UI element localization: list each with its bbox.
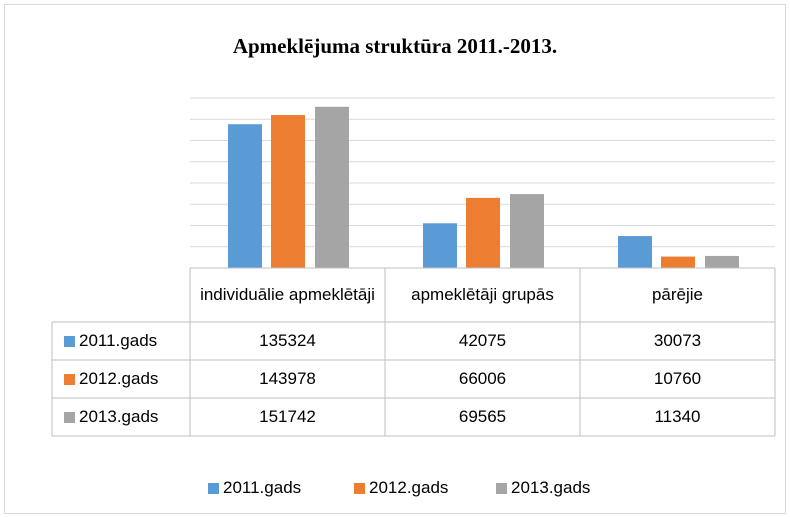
table-value: 151742 (259, 407, 316, 427)
legend-key (64, 335, 75, 347)
legend-label: 2011.gads (223, 478, 302, 497)
category-label: individuālie apmeklētāji (200, 285, 375, 305)
bar (271, 115, 305, 268)
category-label: apmeklētāji grupās (411, 285, 554, 305)
chart-title: Apmeklējuma struktūra 2011.-2013. (232, 34, 558, 58)
bar (466, 197, 500, 268)
series-label: 2011.gads (52, 322, 190, 360)
table-value: 10760 (653, 369, 702, 389)
chart-border (4, 4, 786, 514)
bar (661, 256, 695, 268)
legend-item: 2011.gads (208, 477, 301, 499)
legend-key (354, 482, 365, 494)
legend-key (64, 373, 75, 385)
bar (315, 106, 349, 268)
series-name: 2012.gads (79, 369, 159, 389)
legend-item: 2012.gads (354, 477, 448, 499)
table-value: 135324 (259, 331, 316, 351)
legend-key (496, 482, 507, 494)
bar (423, 223, 457, 268)
series-name: 2011.gads (79, 331, 158, 351)
series-label: 2013.gads (52, 398, 190, 436)
legend-label: 2012.gads (369, 478, 449, 497)
bar (618, 236, 652, 268)
table-value: 30073 (653, 331, 702, 351)
table-value: 11340 (654, 407, 701, 427)
legend-key (64, 411, 75, 423)
table-value: 69565 (458, 407, 507, 427)
bar (228, 124, 262, 268)
bar (705, 255, 739, 268)
bar (510, 194, 544, 268)
table-value: 66006 (458, 369, 507, 389)
table-value: 42075 (458, 331, 507, 351)
legend-item: 2013.gads (496, 477, 590, 499)
category-label: pārējie (651, 285, 704, 305)
table-value: 143978 (259, 369, 316, 389)
series-label: 2012.gads (52, 360, 190, 398)
legend-key (208, 482, 219, 494)
legend-label: 2013.gads (511, 478, 591, 497)
series-name: 2013.gads (79, 407, 159, 427)
